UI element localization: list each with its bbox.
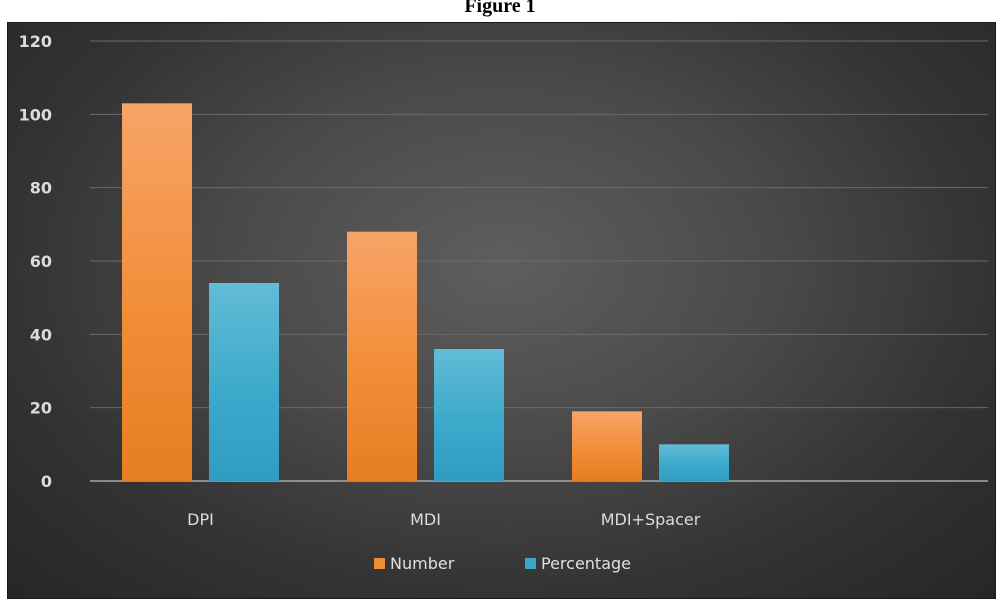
y-tick-label: 20: [30, 399, 52, 418]
legend-label-number: Number: [390, 554, 455, 573]
bar-percentage-mdi-spacer: [659, 444, 729, 481]
bar-number-mdi: [347, 231, 417, 481]
y-tick-label: 100: [19, 105, 52, 124]
legend-swatch-number: [374, 558, 385, 569]
y-tick-label: 120: [19, 32, 52, 51]
y-tick-label: 80: [30, 179, 52, 198]
bar-chart: 0 20 40 60 80 100 120 DPI MDI MDI+Spacer Number P…: [19, 32, 988, 573]
x-axis-ticks: DPI MDI MDI+Spacer: [187, 510, 701, 529]
y-tick-label: 60: [30, 252, 52, 271]
bar-percentage-mdi: [434, 349, 504, 481]
legend-swatch-percentage: [525, 558, 536, 569]
y-tick-label: 40: [30, 325, 52, 344]
x-tick-label: MDI+Spacer: [601, 510, 701, 529]
x-tick-label: MDI: [410, 510, 441, 529]
legend-label-percentage: Percentage: [541, 554, 631, 573]
bar-percentage-dpi: [209, 283, 279, 481]
x-tick-label: DPI: [187, 510, 214, 529]
chart-area: 0 20 40 60 80 100 120 DPI MDI MDI+Spacer Number P…: [7, 22, 996, 599]
figure-title: Figure 1: [464, 0, 536, 17]
bar-number-mdi-spacer: [572, 411, 642, 481]
y-axis-ticks: 0 20 40 60 80 100 120: [19, 32, 52, 491]
legend: Number Percentage: [374, 554, 631, 573]
bar-number-dpi: [122, 103, 192, 481]
bars: [122, 103, 729, 481]
y-tick-label: 0: [41, 472, 52, 491]
